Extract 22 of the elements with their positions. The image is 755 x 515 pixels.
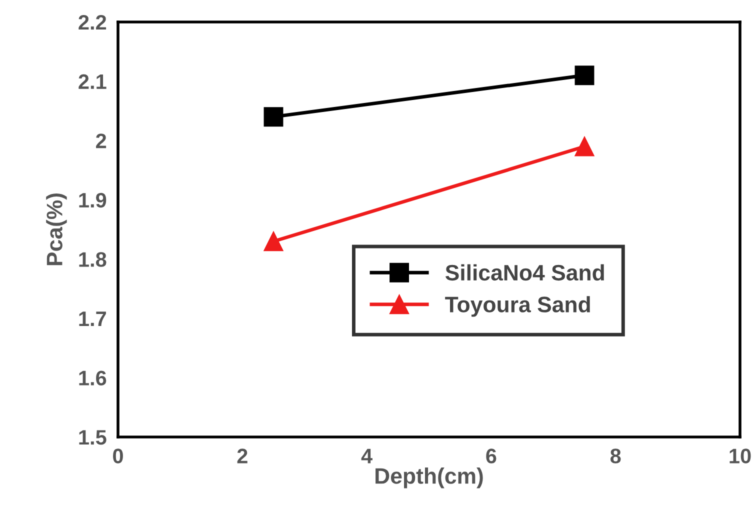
legend-label: Toyoura Sand — [445, 296, 590, 317]
x-axis-title: Depth(cm) — [376, 468, 483, 488]
y-tick-label: 2.2 — [78, 15, 106, 30]
x-tick-label: 4 — [361, 448, 372, 464]
x-tick-label: 10 — [730, 448, 751, 464]
x-tick-label: 0 — [113, 448, 123, 464]
x-tick-label: 2 — [237, 448, 248, 464]
y-tick-label: 1.8 — [79, 252, 106, 267]
point — [574, 66, 594, 86]
x-tick-label: 6 — [486, 448, 496, 464]
y-tick-label: 2.1 — [78, 74, 106, 89]
point — [574, 136, 594, 156]
y-tick-label: 1.9 — [79, 192, 106, 208]
y-tick-label: 2 — [96, 134, 106, 148]
y-tick-label: 1.7 — [79, 312, 106, 326]
y-tick-label: 1.6 — [79, 370, 106, 386]
legend-label: SilicaNo4 Sand — [445, 264, 604, 281]
point — [264, 107, 284, 127]
x-tick-label: 8 — [610, 448, 621, 464]
point — [264, 232, 284, 252]
y-axis-title: Pca(%) — [46, 194, 67, 266]
y-tick-label: 1.5 — [79, 430, 106, 445]
